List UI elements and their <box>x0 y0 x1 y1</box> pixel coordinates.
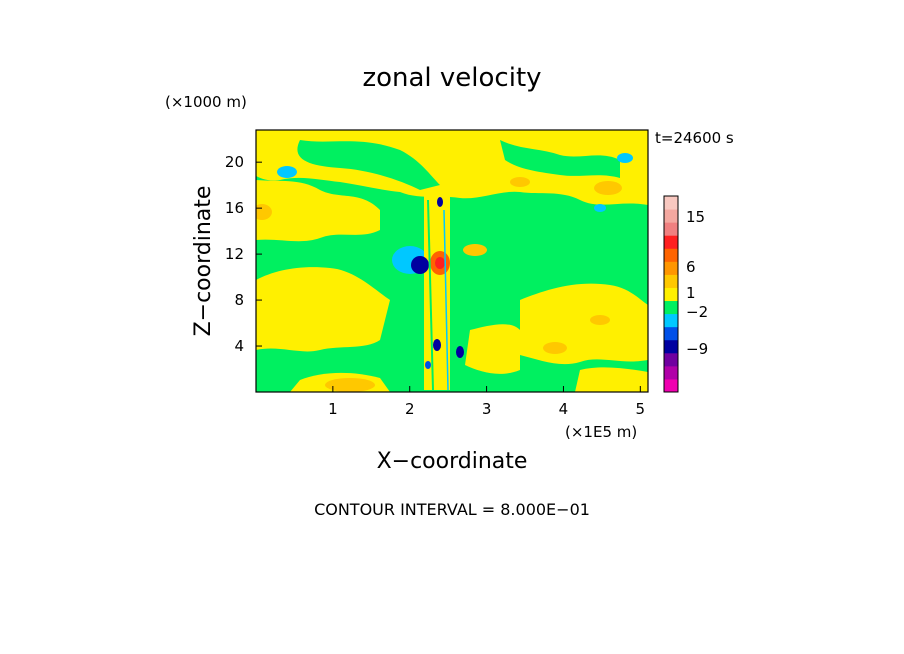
colorbar-swatch <box>664 300 678 315</box>
colorbar-tick-label: 15 <box>686 208 705 226</box>
colorbar-swatch <box>664 248 678 262</box>
y-tick-label: 16 <box>225 199 244 217</box>
colorbar-tick-label: 6 <box>686 258 696 276</box>
colorbar-swatch <box>664 261 678 275</box>
colorbar-tick-label: −2 <box>686 303 708 321</box>
colorbar-swatch <box>664 339 678 354</box>
colorbar-swatch <box>664 287 678 302</box>
y-axis-label: Z−coordinate <box>191 186 216 337</box>
colorbar-swatch <box>664 352 678 367</box>
x-tick-label: 3 <box>482 400 492 418</box>
chart-title: zonal velocity <box>362 63 541 93</box>
colorbar-swatch <box>664 313 678 328</box>
y-unit-label: (×1000 m) <box>165 93 247 111</box>
x-tick-label: 4 <box>559 400 569 418</box>
colorbar-swatch <box>664 196 678 210</box>
y-tick-label: 20 <box>225 153 244 171</box>
colorbar: 15 6 1−2 −9 <box>663 195 708 393</box>
time-label: t=24600 s <box>655 129 734 147</box>
colorbar-swatch <box>664 222 678 236</box>
x-tick-label: 2 <box>405 400 415 418</box>
x-unit-label: (×1E5 m) <box>565 423 637 441</box>
x-tick-label: 1 <box>328 400 338 418</box>
y-tick-label: 12 <box>225 245 244 263</box>
colorbar-swatch <box>664 209 678 223</box>
colorbar-swatch <box>664 378 678 393</box>
colorbar-swatch <box>664 365 678 380</box>
x-axis-label: X−coordinate <box>377 449 528 474</box>
y-ticks: 4 8 12 16 20 <box>225 153 262 355</box>
plot-area <box>256 130 648 392</box>
x-ticks: 1 2 3 4 5 <box>328 386 645 418</box>
y-tick-label: 4 <box>234 337 244 355</box>
y-tick-label: 8 <box>234 291 244 309</box>
colorbar-swatch <box>664 326 678 341</box>
colorbar-tick-label: −9 <box>686 340 708 358</box>
colorbar-swatch <box>664 235 678 249</box>
colorbar-tick-label: 1 <box>686 284 696 302</box>
colorbar-swatch <box>664 274 678 288</box>
contour-interval: CONTOUR INTERVAL = 8.000E−01 <box>314 500 590 519</box>
x-tick-label: 5 <box>636 400 646 418</box>
